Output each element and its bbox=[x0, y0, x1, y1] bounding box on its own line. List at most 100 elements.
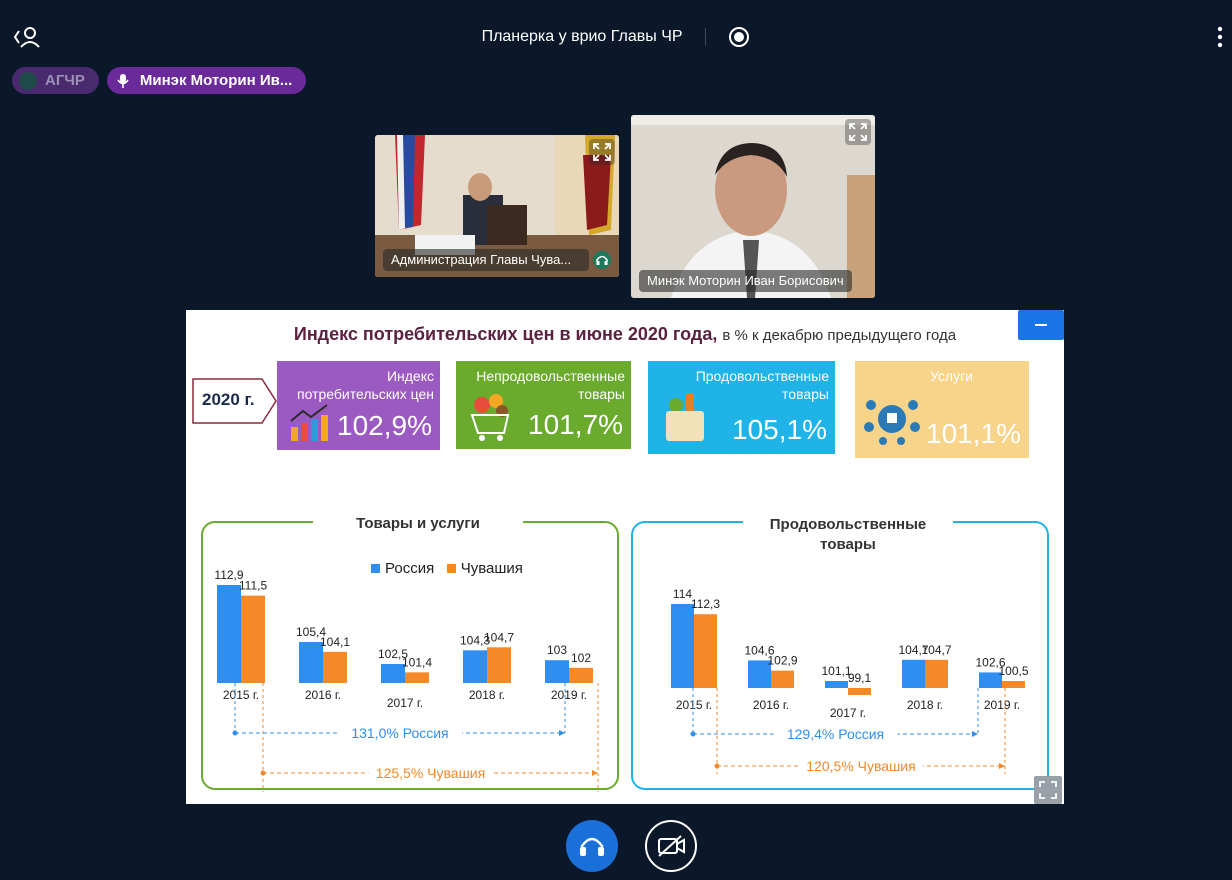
bar-chuvashia bbox=[694, 614, 717, 688]
shopping-cart-icon bbox=[470, 394, 510, 441]
bar-chuvashia bbox=[487, 647, 511, 683]
back-participants-button[interactable] bbox=[12, 24, 42, 50]
title-divider bbox=[704, 28, 706, 46]
top-bar: Планерка у врио Главы ЧР bbox=[0, 0, 1232, 70]
expand-video-button[interactable] bbox=[589, 139, 615, 165]
category-label: 2018 г. bbox=[469, 688, 505, 702]
cumulative-total-label: 129,4% Россия bbox=[787, 726, 884, 742]
expand-video-button[interactable] bbox=[845, 119, 871, 145]
cpi-card: Индекс потребительских цен 102,9% bbox=[277, 361, 440, 450]
bar-chuvashia bbox=[771, 670, 794, 688]
value-label-chuvashia: 101,4 bbox=[402, 655, 432, 669]
bar-chuvashia bbox=[241, 595, 265, 683]
total-label-background bbox=[799, 756, 923, 776]
value-label-chuvashia: 104,1 bbox=[320, 635, 350, 649]
participant-name: АГЧР bbox=[45, 72, 85, 89]
panel-title-text: Продовольственные товары bbox=[769, 516, 927, 553]
bar-chuvashia bbox=[569, 667, 593, 683]
cumulative-total-label: 120,5% Чувашия bbox=[806, 758, 915, 774]
card-value: 101,1% bbox=[926, 418, 1021, 449]
nonfood-card: Непродовольственные товары 101,7% bbox=[456, 361, 631, 449]
value-label-russia: 102,6 bbox=[975, 655, 1005, 669]
camera-off-icon bbox=[658, 835, 685, 857]
slide-title: Индекс потребительских цен в июне 2020 г… bbox=[186, 324, 1064, 345]
fullscreen-icon[interactable] bbox=[1034, 776, 1062, 804]
value-label-russia: 102,5 bbox=[378, 647, 408, 661]
growth-chart-icon bbox=[290, 404, 328, 441]
total-label-background bbox=[338, 723, 462, 743]
participant-chip-agchr[interactable]: АГЧР bbox=[12, 67, 99, 94]
kebab-menu-icon bbox=[1217, 26, 1223, 48]
bar-chuvashia bbox=[848, 688, 871, 695]
microphone-icon bbox=[117, 73, 129, 88]
value-label-russia: 114 bbox=[673, 587, 692, 601]
bar-russia bbox=[463, 650, 487, 683]
audio-button[interactable] bbox=[566, 820, 618, 872]
services-card: Услуги 101,1% bbox=[855, 361, 1029, 458]
bar-chuvashia bbox=[1002, 681, 1025, 688]
bar-russia bbox=[381, 664, 405, 683]
card-value: 105,1% bbox=[732, 414, 827, 445]
bar-russia bbox=[671, 604, 694, 688]
card-value: 102,9% bbox=[337, 410, 432, 441]
range-arrow bbox=[592, 770, 598, 776]
video-label: Администрация Главы Чува... bbox=[383, 249, 589, 271]
value-label-russia: 104,6 bbox=[744, 643, 774, 657]
participant-chip-minek[interactable]: Минэк Моторин Ив... bbox=[106, 67, 307, 94]
card-label-text: Индекс потребительских цен bbox=[297, 368, 434, 402]
bar-russia bbox=[748, 660, 771, 688]
legend-swatch-russia bbox=[371, 564, 380, 573]
range-arrow bbox=[972, 731, 978, 737]
food-card: Продовольственные товары 105,1% bbox=[648, 361, 835, 454]
value-label-russia: 112,9 bbox=[214, 568, 243, 582]
headphones-icon bbox=[580, 837, 604, 856]
video-tile-minek[interactable]: Минэк Моторин Иван Борисович bbox=[631, 115, 875, 298]
value-label-chuvashia: 111,5 bbox=[239, 579, 268, 593]
value-label-chuvashia: 112,3 bbox=[691, 597, 720, 611]
bar-chuvashia bbox=[405, 672, 429, 683]
video-tile-administration[interactable]: Администрация Главы Чува... bbox=[375, 135, 619, 277]
chart-panel-goods-services: Товары и услуги Россия Чувашия 112,9 111,… bbox=[201, 515, 619, 792]
call-controls bbox=[0, 820, 1232, 872]
shared-presentation-slide: Индекс потребительских цен в июне 2020 г… bbox=[186, 310, 1064, 804]
more-options-button[interactable] bbox=[1214, 24, 1226, 50]
category-label: 2019 г. bbox=[551, 688, 587, 702]
range-start-dot bbox=[690, 731, 696, 737]
value-label-russia: 101,1 bbox=[821, 664, 851, 678]
bar-chuvashia bbox=[925, 659, 948, 688]
collapse-slide-button[interactable] bbox=[1018, 310, 1064, 340]
cumulative-total-label: 131,0% Россия bbox=[351, 725, 448, 741]
value-label-russia: 103 bbox=[547, 643, 567, 657]
card-value: 101,7% bbox=[528, 409, 623, 440]
category-label: 2015 г. bbox=[223, 688, 259, 702]
speaker-chips: АГЧР Минэк Моторин Ив... bbox=[12, 67, 307, 94]
value-label-chuvashia: 99,1 bbox=[848, 671, 872, 685]
cumulative-total-label: 125,5% Чувашия bbox=[376, 765, 485, 781]
slide-title-sub: в % к декабрю предыдущего года bbox=[722, 327, 957, 344]
meeting-title: Планерка у врио Главы ЧР bbox=[481, 28, 683, 45]
grocery-bag-icon bbox=[666, 393, 704, 441]
bar-russia bbox=[979, 672, 1002, 688]
value-label-chuvashia: 100,5 bbox=[998, 664, 1028, 678]
value-label-chuvashia: 102,9 bbox=[767, 654, 797, 668]
range-arrow bbox=[999, 763, 1005, 769]
bar-russia bbox=[299, 641, 323, 683]
range-start-dot bbox=[714, 763, 720, 769]
bar-chuvashia bbox=[323, 651, 347, 683]
card-label-text: Продовольственные товары bbox=[695, 368, 829, 402]
category-label: 2016 г. bbox=[753, 698, 789, 712]
bar-russia bbox=[825, 681, 848, 688]
card-label: Продовольственные товары bbox=[696, 367, 829, 403]
record-button[interactable] bbox=[728, 26, 750, 48]
card-label: Непродовольственные товары bbox=[476, 367, 625, 403]
year-tag-text: 2020 г. bbox=[202, 390, 255, 409]
camera-toggle-button[interactable] bbox=[645, 820, 697, 872]
value-label-russia: 104,7 bbox=[898, 643, 928, 657]
video-label: Минэк Моторин Иван Борисович bbox=[639, 270, 852, 292]
range-start-dot bbox=[232, 730, 238, 736]
category-label: 2017 г. bbox=[830, 706, 866, 720]
value-label-russia: 105,4 bbox=[296, 625, 326, 639]
expand-icon bbox=[593, 143, 611, 161]
value-label-chuvashia: 104,7 bbox=[921, 643, 951, 657]
